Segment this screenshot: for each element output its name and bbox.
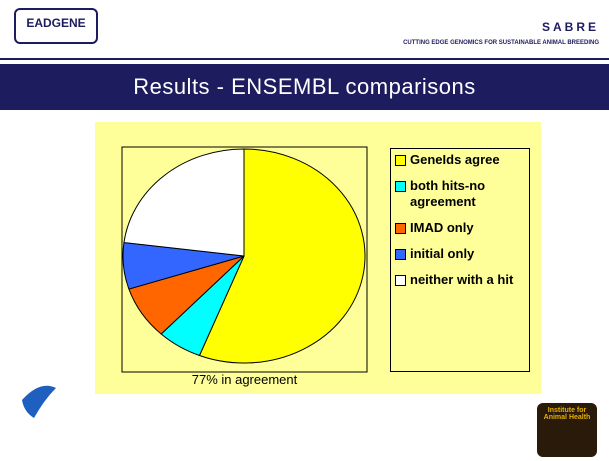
legend-swatch <box>395 249 406 260</box>
logo-text: Institute for Animal Health <box>543 407 591 421</box>
legend-swatch <box>395 155 406 166</box>
legend-item: both hits-no agreement <box>395 178 525 210</box>
legend-item: neither with a hit <box>395 272 525 288</box>
logo-text: EADGENE <box>14 8 98 44</box>
annotation: 77% in agreement <box>191 372 298 387</box>
slide-title: Results - ENSEMBL comparisons <box>133 74 476 99</box>
eu-logo <box>22 385 56 418</box>
footer-logo: Institute for Animal Health <box>537 403 597 457</box>
legend-label: initial only <box>410 246 475 261</box>
legend-label: IMAD only <box>410 220 474 235</box>
tagline: CUTTING EDGE GENOMICS FOR SUSTAINABLE AN… <box>403 40 599 46</box>
legend-item: GeneIds agree <box>395 152 525 168</box>
legend-swatch <box>395 181 406 192</box>
legend-item: IMAD only <box>395 220 525 236</box>
legend-item: initial only <box>395 246 525 262</box>
pie-slice <box>198 148 366 364</box>
legend-label: neither with a hit <box>410 272 514 287</box>
legend-swatch <box>395 275 406 286</box>
legend-label: both hits-no agreement <box>410 178 486 209</box>
logo-text: SABRE <box>541 20 599 34</box>
legend: GeneIds agree both hits-no agreement IMAD … <box>390 148 530 372</box>
pie-slice <box>123 148 245 257</box>
legend-label: GeneIds agree <box>410 152 500 167</box>
header-bar <box>0 0 609 60</box>
title-band <box>0 64 609 110</box>
legend-swatch <box>395 223 406 234</box>
